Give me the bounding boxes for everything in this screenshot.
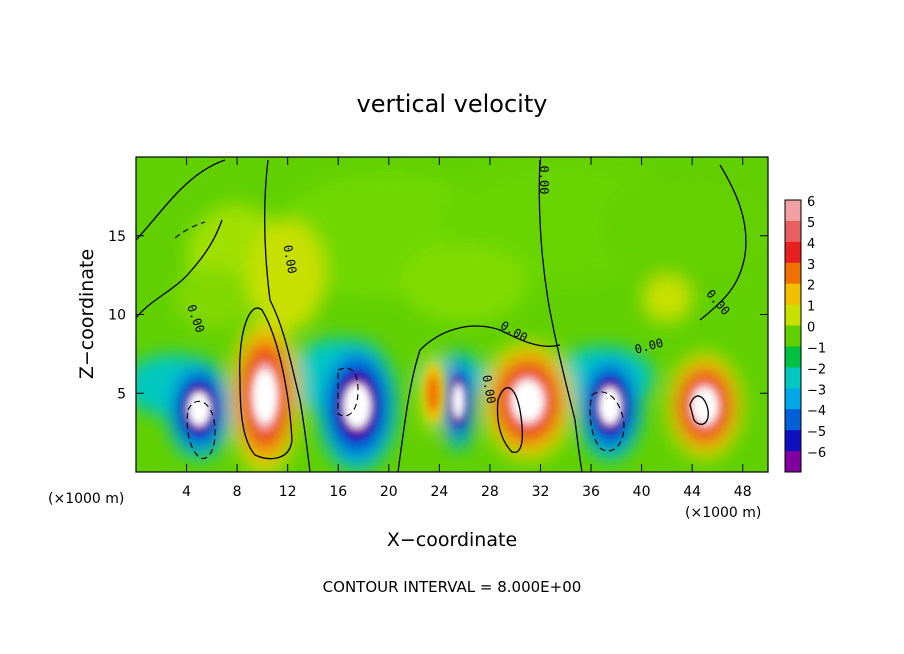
y-axis-label: Z−coordinate [76,249,98,379]
colorbar-swatch [785,346,801,368]
velocity-cell-layer [692,388,718,424]
x-tick-label: 48 [734,484,752,500]
x-tick-label: 24 [430,484,448,500]
colorbar-swatch [785,241,801,264]
colorbar-swatch [785,367,801,389]
contour-line [397,325,561,472]
colorbar-swatch [785,430,801,452]
colorbar-label: −2 [807,362,826,377]
contour-label: 0.00 [480,374,499,405]
y-axis-ticks: 5 10 15 [108,229,768,402]
x-tick-label: 32 [532,484,550,500]
contour-line-negative [174,221,206,239]
colorbar-swatch [785,200,801,222]
contour-interval-note: CONTOUR INTERVAL = 8.000E+00 [323,578,582,596]
contour-line-negative [337,367,359,417]
colorbar-swatch [785,451,801,473]
field-tone [173,267,250,331]
x-tick-label: 28 [481,484,499,500]
colorbar-label: 4 [807,237,815,252]
contour-line-negative [589,391,625,452]
colorbar-swatch [785,325,801,347]
colorbar-frame [784,199,802,473]
field-tone [401,243,528,323]
colorbar-swatch [785,262,801,285]
velocity-cell-layer [253,370,277,423]
x-tick-label: 44 [683,484,701,500]
x-unit-left: (×1000 m) [48,491,124,507]
x-tick-label: 40 [633,484,651,500]
contour-line-negative [186,400,216,460]
colorbar-label: −3 [807,383,826,398]
contour-line [689,395,709,425]
colorbar-label: −4 [807,404,826,419]
x-tick-label: 4 [182,484,191,500]
colorbar-label: −5 [807,425,826,440]
colorbar-swatch [785,283,801,306]
x-tick-label: 20 [380,484,398,500]
contour-line [239,307,293,460]
field-smooth-layer [136,157,768,472]
x-tick-label: 8 [233,484,242,500]
colorbar-swatch [785,304,801,327]
field-tone [249,220,326,331]
contour-line [699,164,747,321]
colorbar-label: 1 [807,300,815,315]
colorbar-label: −6 [807,446,826,461]
colorbar-label: 0 [807,321,815,336]
x-tick-label: 16 [329,484,347,500]
contour-line [496,387,523,453]
y-tick-label: 15 [108,229,126,245]
contour-line [136,159,226,241]
contour-line [538,159,583,472]
x-axis-ticks: 4 8 12 16 20 24 28 32 36 40 44 48 [182,157,752,500]
colorbar-label: 5 [807,216,815,231]
y-tick-label: 10 [108,308,126,324]
colorbar-swatch [785,409,801,431]
contour-line [264,159,311,472]
colorbar: 6 5 4 3 2 1 0 −1 −2 −3 −4 −5 −6 [784,195,826,473]
colorbar-swatch [785,388,801,410]
velocity-cell-layer [452,384,465,418]
field-tone [641,275,693,323]
colorbar-swatch [785,220,801,243]
x-axis-label: X−coordinate [387,529,517,551]
x-tick-label: 12 [279,484,297,500]
x-tick-label: 36 [582,484,600,500]
colorbar-label: 3 [807,258,815,273]
x-unit-right: (×1000 m) [685,505,761,521]
y-tick-label: 5 [117,386,126,402]
velocity-cell-layer [427,374,439,412]
contour-line [136,219,223,319]
velocity-field [136,157,768,472]
field-tone [603,172,768,283]
velocity-cell-layer [343,383,371,428]
colorbar-label: −1 [807,341,826,356]
colorbar-label: 2 [807,279,815,294]
colorbar-label: 6 [807,195,815,210]
velocity-cell-layer [188,392,211,426]
velocity-cell-layer [599,387,621,425]
contour-label: 0.00 [281,244,300,275]
contour-label: 0.00 [537,166,551,195]
chart-title: vertical velocity [357,90,548,118]
